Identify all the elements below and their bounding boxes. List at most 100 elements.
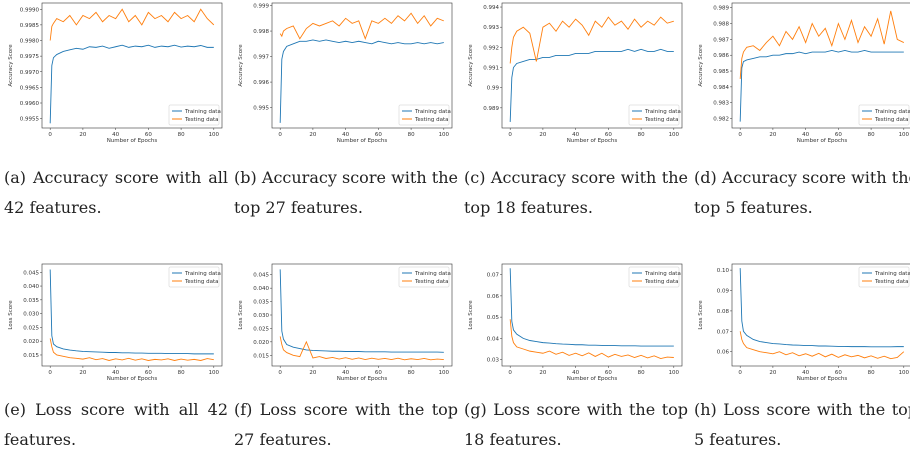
x-tick-label: 100: [669, 370, 680, 376]
caption: (h) Loss score with the top 5 features.: [694, 400, 910, 449]
y-tick-label: 0.040: [23, 284, 39, 290]
data-line: [279, 269, 444, 353]
x-tick-label: 20: [769, 370, 776, 376]
legend-box: [168, 104, 220, 126]
x-tick-label: 100: [899, 370, 910, 376]
y-tick-label: 0.995: [253, 106, 269, 112]
data-line: [739, 331, 905, 360]
legend-label: Training data: [414, 109, 451, 115]
x-tick-label: 40: [112, 370, 119, 376]
x-tick-label: 80: [868, 132, 875, 138]
legend-label: Training data: [874, 271, 910, 277]
x-tick-label: 40: [342, 370, 349, 376]
x-tick-label: 100: [439, 370, 450, 376]
x-tick-label: 60: [605, 132, 612, 138]
x-tick-label: 20: [79, 370, 86, 376]
x-tick-label: 20: [539, 132, 546, 138]
x-tick-label: 80: [868, 370, 875, 376]
y-axis-label: Accuracy Score: [238, 44, 244, 87]
x-tick-label: 40: [572, 132, 579, 138]
x-tick-label: 80: [178, 132, 185, 138]
data-line: [509, 268, 674, 347]
x-tick-label: 0: [278, 370, 282, 376]
y-tick-label: 0.999: [253, 4, 269, 10]
data-line: [49, 8, 215, 41]
legend-label: Training data: [184, 109, 221, 115]
legend-label: Training data: [184, 271, 221, 277]
data-line: [279, 336, 444, 361]
x-tick-label: 60: [145, 132, 152, 138]
legend-label: Testing data: [414, 279, 448, 285]
x-tick-label: 20: [309, 370, 316, 376]
data-line: [739, 10, 905, 79]
x-tick-label: 60: [375, 370, 382, 376]
plot-frame: [501, 263, 683, 367]
x-tick-label: 60: [835, 132, 842, 138]
x-tick-label: 100: [439, 132, 450, 138]
y-tick-label: 0.996: [253, 80, 269, 86]
y-tick-label: 0.03: [487, 358, 500, 364]
data-line: [509, 16, 674, 64]
caption: (c) Accuracy score with the top 18 featu…: [464, 168, 688, 217]
x-tick-label: 0: [278, 132, 282, 138]
y-tick-label: 0.08: [717, 309, 730, 315]
legend-label: Testing data: [874, 279, 908, 285]
chart: 0.9955 0.9960 0.9965 0.9970 0.9975 0.9980 0.99…: [8, 2, 223, 144]
x-tick-label: 60: [835, 370, 842, 376]
plot-frame: [731, 263, 910, 367]
x-axis-label: Number of Epochs: [337, 376, 388, 382]
y-tick-label: 0.991: [483, 66, 499, 72]
x-tick-label: 0: [508, 370, 512, 376]
y-tick-label: 0.035: [23, 298, 39, 304]
y-tick-label: 0.025: [253, 326, 269, 332]
y-tick-label: 0.09: [717, 289, 730, 295]
x-tick-label: 0: [738, 132, 742, 138]
legend-box: [398, 104, 450, 126]
y-tick-label: 0.015: [23, 353, 39, 359]
x-tick-label: 0: [48, 370, 52, 376]
legend-label: Testing data: [184, 117, 218, 123]
x-tick-label: 100: [209, 370, 220, 376]
x-tick-label: 0: [48, 132, 52, 138]
y-tick-label: 0.9985: [20, 23, 40, 29]
chart: 0.06 0.07 0.08 0.09 0.10 0 20 40 60 80 100 Number o…: [698, 263, 910, 382]
y-tick-label: 0.993: [483, 25, 499, 31]
caption: (g) Loss score with the top 18 features.: [464, 400, 688, 449]
legend-label: Training data: [644, 109, 681, 115]
y-axis-label: Loss Score: [698, 300, 704, 330]
y-tick-label: 0.992: [483, 45, 499, 51]
legend-box: [168, 266, 220, 288]
y-tick-label: 0.025: [23, 325, 39, 331]
legend-box: [398, 266, 450, 288]
chart: 0.03 0.04 0.05 0.06 0.07 0 20 40 60 80 100 Number o…: [468, 263, 683, 382]
data-line: [279, 39, 444, 123]
x-tick-label: 80: [178, 370, 185, 376]
x-axis-label: Number of Epochs: [797, 376, 848, 382]
caption: (e) Loss score with all 42 features.: [4, 400, 228, 449]
legend-label: Training data: [874, 109, 910, 115]
chart: 0.982 0.983 0.984 0.985 0.986 0.987 0.988 0.989…: [698, 2, 910, 144]
y-tick-label: 0.99: [487, 86, 500, 92]
data-line: [739, 268, 904, 348]
x-axis-label: Number of Epochs: [567, 376, 618, 382]
y-tick-label: 0.020: [253, 340, 269, 346]
legend-box: [858, 266, 910, 288]
y-tick-label: 0.06: [717, 350, 730, 356]
plot-frame: [731, 2, 910, 129]
y-tick-label: 0.983: [713, 101, 729, 107]
legend-label: Training data: [644, 271, 681, 277]
y-tick-label: 0.10: [717, 268, 730, 274]
y-tick-label: 0.020: [23, 339, 39, 345]
y-tick-label: 0.07: [717, 329, 730, 335]
y-tick-label: 0.9990: [20, 7, 40, 13]
legend-box: [858, 104, 910, 126]
data-line: [49, 269, 214, 355]
legend-box: [628, 266, 680, 288]
data-line: [49, 44, 214, 124]
chart: 0.015 0.020 0.025 0.030 0.035 0.040 0.045 0 20 40…: [238, 263, 453, 382]
x-tick-label: 40: [802, 370, 809, 376]
y-axis-label: Accuracy Score: [468, 44, 474, 87]
legend-box: [628, 104, 680, 126]
chart: 0.015 0.020 0.025 0.030 0.035 0.040 0.045 0 20 40…: [8, 263, 223, 382]
